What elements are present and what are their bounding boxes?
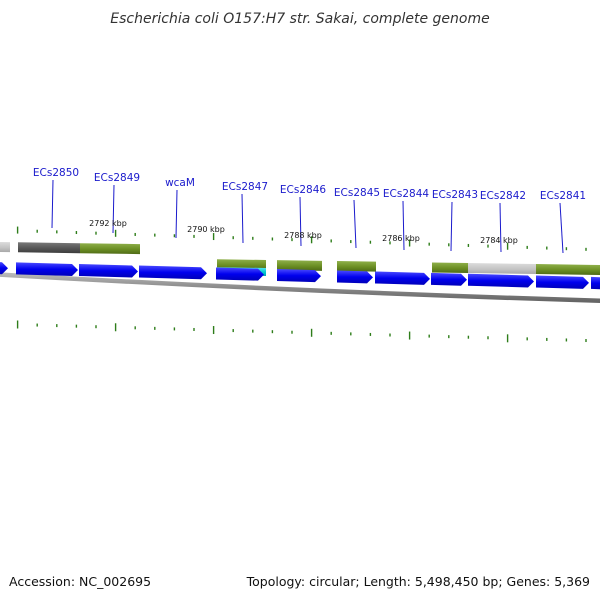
cds-arrow[interactable] (375, 271, 430, 285)
gene-label[interactable]: wcaM (165, 177, 195, 189)
gene-label-layer: ECs2850 ECs2849 wcaM ECs2847 ECs2846 ECs2845 E… (33, 167, 586, 254)
scale-label: 2786 kbp (382, 234, 420, 243)
scale-label: 2790 kbp (187, 225, 225, 234)
genome-summary-text: Topology: circular; Length: 5,498,450 bp… (246, 574, 590, 589)
cds-arrow[interactable] (277, 268, 321, 283)
upper-tick-track (16, 226, 587, 251)
leader-line (402, 200, 405, 251)
leader-line (112, 184, 115, 234)
backbone-track (0, 272, 600, 303)
backbone-arc (0, 272, 600, 303)
leader-line (175, 189, 178, 239)
gene-label[interactable]: ECs2847 (222, 181, 268, 193)
scale-label: 2788 kbp (284, 231, 322, 240)
cds-arrow[interactable] (536, 275, 589, 289)
gene-label[interactable]: ECs2843 (432, 189, 478, 201)
leader-line (450, 201, 453, 252)
cds-arrow[interactable] (79, 263, 138, 278)
accession-text: Accession: NC_002695 (9, 574, 152, 589)
cds-arrow[interactable] (431, 272, 467, 286)
leader-line (299, 196, 302, 247)
cds-arrow[interactable] (591, 276, 600, 290)
gene-label[interactable]: ECs2849 (94, 172, 140, 184)
gene-feature[interactable] (18, 242, 80, 254)
cds-arrow[interactable] (16, 262, 78, 276)
cds-arrow[interactable] (468, 273, 534, 288)
gene-feature[interactable] (468, 263, 536, 275)
leader-line (241, 193, 244, 244)
gene-feature[interactable] (80, 243, 140, 255)
cds-arrow[interactable] (337, 270, 373, 284)
gene-label[interactable]: ECs2850 (33, 167, 79, 179)
leader-line (559, 202, 564, 254)
gene-feature[interactable] (432, 262, 468, 274)
gene-label[interactable]: ECs2842 (480, 190, 526, 202)
gene-feature[interactable] (0, 242, 10, 253)
scale-label: 2784 kbp (480, 236, 518, 245)
cds-arrow[interactable] (216, 267, 264, 281)
gene-feature[interactable] (590, 264, 600, 275)
gene-feature[interactable] (217, 259, 266, 270)
gene-label[interactable]: ECs2841 (540, 190, 586, 202)
lower-tick-track (16, 320, 587, 343)
cds-track (0, 262, 600, 290)
gene-feature[interactable] (536, 264, 590, 275)
gene-feature[interactable] (337, 261, 376, 272)
scale-label: 2792 kbp (89, 219, 127, 228)
leader-line (499, 202, 502, 253)
gene-label[interactable]: ECs2846 (280, 184, 326, 196)
gene-label[interactable]: ECs2844 (383, 188, 429, 200)
cds-arrow[interactable] (0, 262, 8, 275)
leader-line (353, 199, 357, 249)
map-title: Escherichia coli O157:H7 str. Sakai, com… (110, 11, 489, 27)
cds-arrow[interactable] (139, 265, 207, 280)
gene-feature[interactable] (277, 260, 322, 271)
gene-label[interactable]: ECs2845 (334, 187, 380, 199)
leader-line (51, 179, 54, 229)
